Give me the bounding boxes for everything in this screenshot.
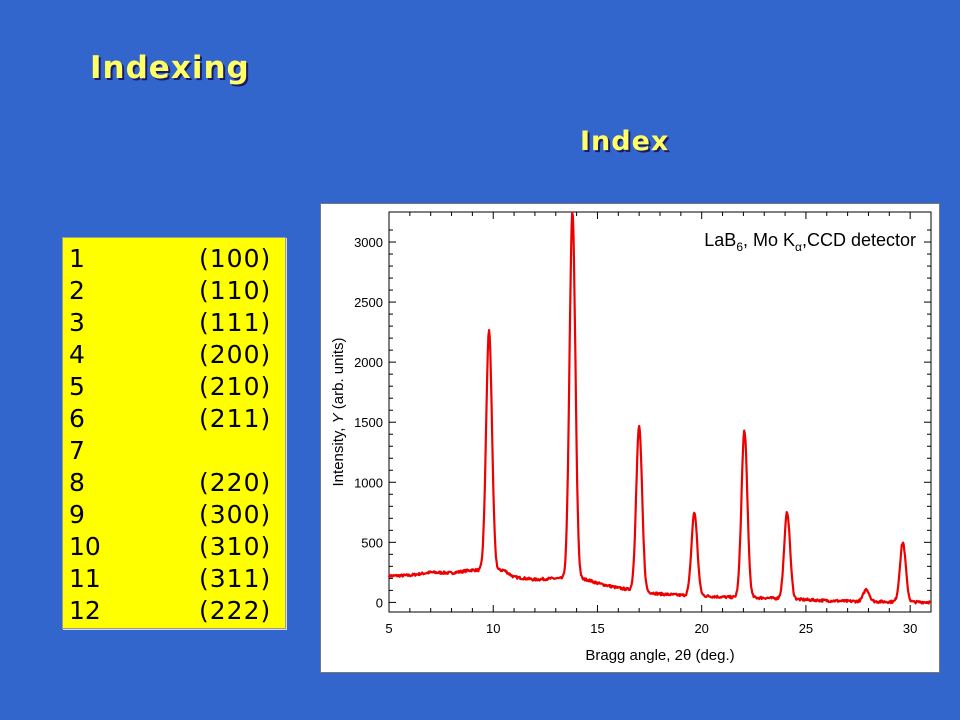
peak-number: 10 xyxy=(69,531,101,561)
index-row: 7 xyxy=(69,434,285,466)
series-line xyxy=(387,211,932,605)
peak-number: 4 xyxy=(69,339,85,369)
peak-number: 11 xyxy=(69,563,101,593)
y-tick-label: 500 xyxy=(361,535,383,550)
y-axis-label: Intensity, Y (arb. units) xyxy=(330,338,347,487)
chart-canvas: 5 10 15 20 25 30 0 500 1000 1500 2000 2500 3000 LaB6,… xyxy=(330,211,932,664)
miller-index: (100) xyxy=(199,243,272,273)
y-tick-label: 2000 xyxy=(354,355,383,370)
index-row: 9 (300) xyxy=(69,498,285,530)
miller-index: (222) xyxy=(199,595,272,625)
miller-index: (111) xyxy=(199,307,272,337)
x-axis-label-part: (deg.) xyxy=(691,647,734,664)
legend-part: LaB xyxy=(704,230,736,250)
peak-number: 2 xyxy=(69,275,85,305)
miller-index: (210) xyxy=(199,371,272,401)
peak-number: 8 xyxy=(69,467,85,497)
index-row: 4 (200) xyxy=(69,338,285,370)
miller-index: (311) xyxy=(199,563,272,593)
x-tick-label: 10 xyxy=(486,621,500,636)
diffraction-chart: 5 10 15 20 25 30 0 500 1000 1500 2000 2500 3000 LaB6,… xyxy=(320,203,940,673)
y-tick-label: 0 xyxy=(376,595,383,610)
miller-index: (211) xyxy=(199,403,272,433)
x-tick-label: 20 xyxy=(694,621,708,636)
miller-index: (200) xyxy=(199,339,272,369)
legend-part: α xyxy=(795,240,802,254)
x-axis-label-part: Bragg angle, 2 xyxy=(585,647,683,664)
x-tick-label: 5 xyxy=(385,621,392,636)
x-tick-label: 25 xyxy=(799,621,813,636)
index-row: 5 (210) xyxy=(69,370,285,402)
index-row: 8 (220) xyxy=(69,466,285,498)
index-row: 1 (100) xyxy=(69,242,285,274)
peak-number: 7 xyxy=(69,435,85,465)
index-row: 6 (211) xyxy=(69,402,285,434)
x-axis-label-part: θ xyxy=(683,647,691,664)
y-tick-label: 1500 xyxy=(354,415,383,430)
y-tick-label: 3000 xyxy=(354,235,383,250)
peak-number: 3 xyxy=(69,307,85,337)
index-row: 3 (111) xyxy=(69,306,285,338)
legend-part: ,CCD detector xyxy=(802,230,916,250)
x-tick-label: 15 xyxy=(590,621,604,636)
index-row: 12 (222) xyxy=(69,594,285,626)
slide-title: Indexing xyxy=(90,50,250,86)
peak-index-table: 1 (100) 2 (110) 3 (111) 4 (200) 5 (210) 6 (211) 7 8 (2… xyxy=(62,237,286,629)
y-axis-label-part: Y xyxy=(330,412,347,423)
miller-index: (310) xyxy=(199,531,272,561)
peak-number: 12 xyxy=(69,595,101,625)
y-axis-label-part: (arb. units) xyxy=(330,338,347,414)
plot-frame xyxy=(388,211,932,613)
y-tick-label: 2500 xyxy=(354,295,383,310)
legend-label: LaB6, Mo Kα,CCD detector xyxy=(704,230,916,254)
legend-part: , Mo K xyxy=(743,230,795,250)
peak-number: 6 xyxy=(69,403,85,433)
miller-index: (300) xyxy=(199,499,272,529)
x-tick-label: 30 xyxy=(903,621,917,636)
legend-part: 6 xyxy=(736,240,743,254)
peak-number: 1 xyxy=(69,243,85,273)
slide-subtitle: Index xyxy=(580,126,670,157)
miller-index: (110) xyxy=(199,275,272,305)
miller-index: (220) xyxy=(199,467,272,497)
index-row: 11 (311) xyxy=(69,562,285,594)
peak-number: 9 xyxy=(69,499,85,529)
index-row: 2 (110) xyxy=(69,274,285,306)
y-tick-label: 1000 xyxy=(354,475,383,490)
y-axis-label-part: Intensity, xyxy=(330,423,347,486)
index-row: 10 (310) xyxy=(69,530,285,562)
x-axis-label: Bragg angle, 2θ (deg.) xyxy=(585,647,734,664)
peak-number: 5 xyxy=(69,371,85,401)
